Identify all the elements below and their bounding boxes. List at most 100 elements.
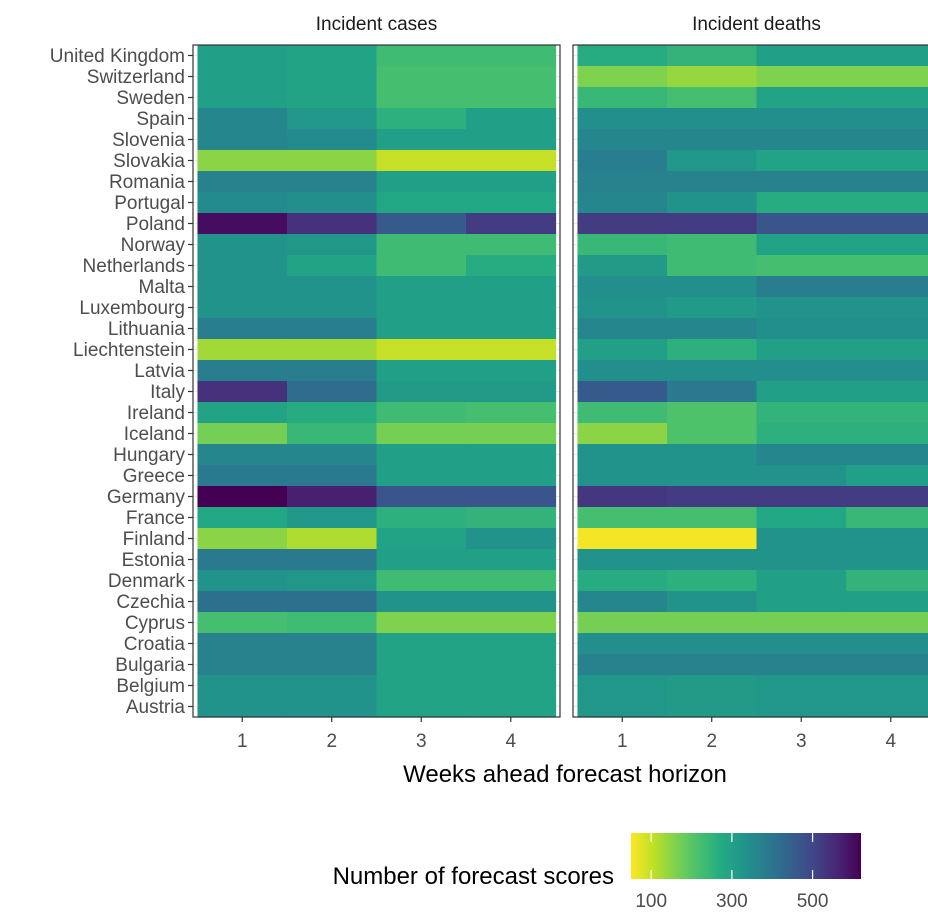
y-tick-label: Sweden [116, 88, 185, 109]
heatmap-cell [846, 633, 928, 655]
heatmap-cell [197, 87, 288, 109]
heatmap-cell [756, 234, 847, 256]
heatmap-cell [846, 276, 928, 298]
heatmap-cell [756, 570, 847, 592]
legend-ticks: 100 300 500 [635, 833, 828, 912]
heatmap-cell [197, 108, 288, 130]
heatmap-cell [666, 696, 758, 718]
heatmap-cell [756, 213, 847, 235]
heatmap-cell [286, 675, 378, 697]
heatmap-cell [376, 633, 467, 655]
heatmap-cell [197, 381, 288, 403]
heatmap-cell [577, 570, 668, 592]
heatmap-cell [666, 381, 758, 403]
heatmap-cell [577, 108, 668, 130]
heatmap-cell [756, 402, 847, 424]
heatmap-cell [577, 255, 668, 277]
heatmap-cell [197, 423, 288, 445]
heatmap-cell [756, 339, 847, 361]
heatmap-cell [577, 234, 668, 256]
heatmap-cell [666, 318, 758, 340]
heatmap-cell [376, 591, 467, 613]
y-axis: United KingdomSwitzerlandSwedenSpainSlov… [50, 46, 193, 718]
heatmap-cell [846, 339, 928, 361]
heatmap-cell [197, 549, 288, 571]
heatmap-cell [466, 423, 557, 445]
heatmap-cell [197, 633, 288, 655]
heatmap-cell [666, 87, 758, 109]
heatmap-cell [846, 402, 928, 424]
y-tick-label: Spain [136, 109, 185, 130]
heatmap-cell [756, 360, 847, 382]
heatmap-cell [466, 696, 557, 718]
heatmap-cell [577, 549, 668, 571]
heatmap-cell [197, 66, 288, 88]
x-tick-label: 3 [796, 731, 807, 752]
heatmap-cell [756, 150, 847, 172]
heatmap-cell [756, 129, 847, 151]
heatmap-cell [846, 360, 928, 382]
y-tick-label: Estonia [122, 550, 186, 571]
panel-border [572, 44, 928, 718]
heatmap-cell [577, 45, 668, 67]
heatmap-cell [466, 234, 557, 256]
y-tick-label: Cyprus [125, 613, 185, 634]
heatmap-cell [577, 444, 668, 466]
heatmap-cell [466, 66, 557, 88]
y-tick-label: Greece [123, 466, 185, 487]
heatmap-cell [666, 633, 758, 655]
heatmap-cell [197, 192, 288, 214]
heatmap-cell [846, 591, 928, 613]
heatmap-cell [376, 675, 467, 697]
heatmap-cell [197, 612, 288, 634]
heatmap-cell [286, 465, 378, 487]
heatmap-cell [197, 696, 288, 718]
heatmap-cell [846, 381, 928, 403]
heatmap-cell [846, 129, 928, 151]
y-tick-label: Denmark [108, 571, 186, 592]
x-tick-label: 4 [505, 731, 516, 752]
heatmap-cell [666, 591, 758, 613]
heatmap-cell [197, 444, 288, 466]
heatmap-cell [577, 423, 668, 445]
heatmap-cell [846, 507, 928, 529]
heatmap-cell [666, 507, 758, 529]
heatmap-cell [376, 66, 467, 88]
heatmap-cell [286, 696, 378, 718]
heatmap-cell [376, 570, 467, 592]
heatmap-cell [286, 66, 378, 88]
heatmap-cell [197, 402, 288, 424]
heatmap-cell [466, 255, 557, 277]
heatmap-cell [577, 276, 668, 298]
heatmap-cell [376, 402, 467, 424]
heatmap-cell [286, 276, 378, 298]
y-tick-label: Malta [139, 277, 186, 298]
heatmap-cell [756, 675, 847, 697]
heatmap-cell [197, 297, 288, 319]
heatmap-cell [756, 87, 847, 109]
heatmap-cell [577, 339, 668, 361]
x-tick-label: 2 [706, 731, 717, 752]
x-axis-title: Weeks ahead forecast horizon [403, 761, 727, 788]
heatmap-cell [756, 297, 847, 319]
heatmap-cell [846, 528, 928, 550]
heatmap-cell [286, 213, 378, 235]
y-tick-label: Ireland [127, 403, 185, 424]
heatmap-cell [376, 696, 467, 718]
heatmap-cell [846, 486, 928, 508]
heatmap-cell [846, 192, 928, 214]
heatmap-cell [286, 45, 378, 67]
heatmap-cell [286, 234, 378, 256]
heatmap-cell [376, 444, 467, 466]
y-tick-label: Finland [123, 529, 185, 550]
y-tick-label: Latvia [134, 361, 185, 382]
y-tick-label: France [126, 508, 185, 529]
heatmap-cell [577, 612, 668, 634]
heatmap-cell [577, 507, 668, 529]
heatmap-cell [756, 276, 847, 298]
heatmap-cell [577, 591, 668, 613]
heatmap-cell [466, 87, 557, 109]
heatmap-cell [846, 549, 928, 571]
heatmap-cell [286, 87, 378, 109]
heatmap-cell [666, 297, 758, 319]
